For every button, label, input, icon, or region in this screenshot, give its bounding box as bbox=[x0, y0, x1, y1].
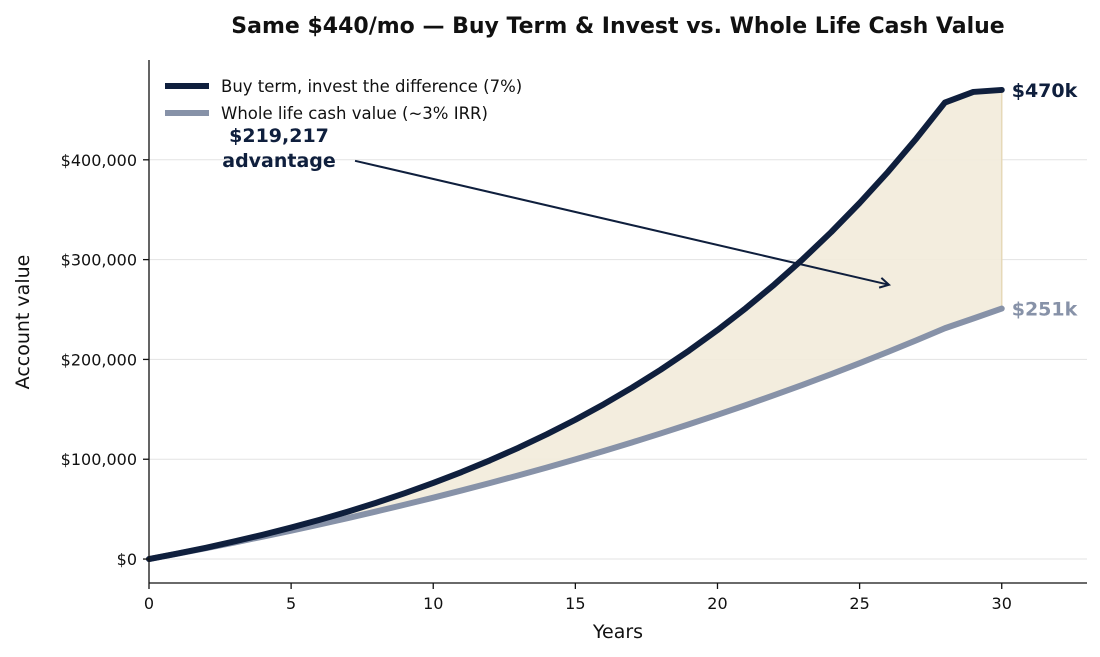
x-axis-label: Years bbox=[592, 621, 643, 643]
x-tick-label: 20 bbox=[707, 594, 727, 613]
end-label-whole-life: $251k bbox=[1012, 299, 1078, 321]
end-label-buy-term: $470k bbox=[1012, 80, 1078, 102]
annotation-amount: $219,217 bbox=[229, 125, 329, 147]
legend: Buy term, invest the difference (7%) Who… bbox=[165, 77, 522, 123]
y-tick-label: $300,000 bbox=[61, 251, 137, 270]
y-tick-label: $0 bbox=[117, 550, 137, 569]
annotation-arrow bbox=[354, 159, 888, 285]
y-ticks: $0 $100,000 $200,000 $300,000 $400,000 bbox=[61, 151, 149, 569]
x-tick-label: 30 bbox=[992, 594, 1012, 613]
advantage-fill-area bbox=[149, 89, 1002, 560]
x-tick-label: 15 bbox=[565, 594, 585, 613]
y-axis-label: Account value bbox=[12, 255, 34, 390]
x-tick-label: 0 bbox=[144, 594, 154, 613]
axes bbox=[148, 60, 1087, 584]
y-tick-label: $400,000 bbox=[61, 151, 137, 170]
x-tick-label: 25 bbox=[849, 594, 869, 613]
y-tick-label: $200,000 bbox=[61, 350, 137, 369]
x-tick-label: 5 bbox=[286, 594, 296, 613]
x-ticks: 0 5 10 15 20 25 30 bbox=[144, 583, 1012, 613]
y-tick-label: $100,000 bbox=[61, 450, 137, 469]
legend-label-buy-term: Buy term, invest the difference (7%) bbox=[221, 77, 522, 96]
legend-label-whole-life: Whole life cash value (~3% IRR) bbox=[221, 104, 488, 123]
annotation-advantage-label: advantage bbox=[222, 150, 336, 172]
chart-title: Same $440/mo — Buy Term & Invest vs. Who… bbox=[231, 14, 1004, 39]
x-tick-label: 10 bbox=[423, 594, 443, 613]
series-buy-term-line bbox=[146, 86, 1005, 563]
advantage-annotation: $219,217 advantage bbox=[222, 125, 888, 285]
